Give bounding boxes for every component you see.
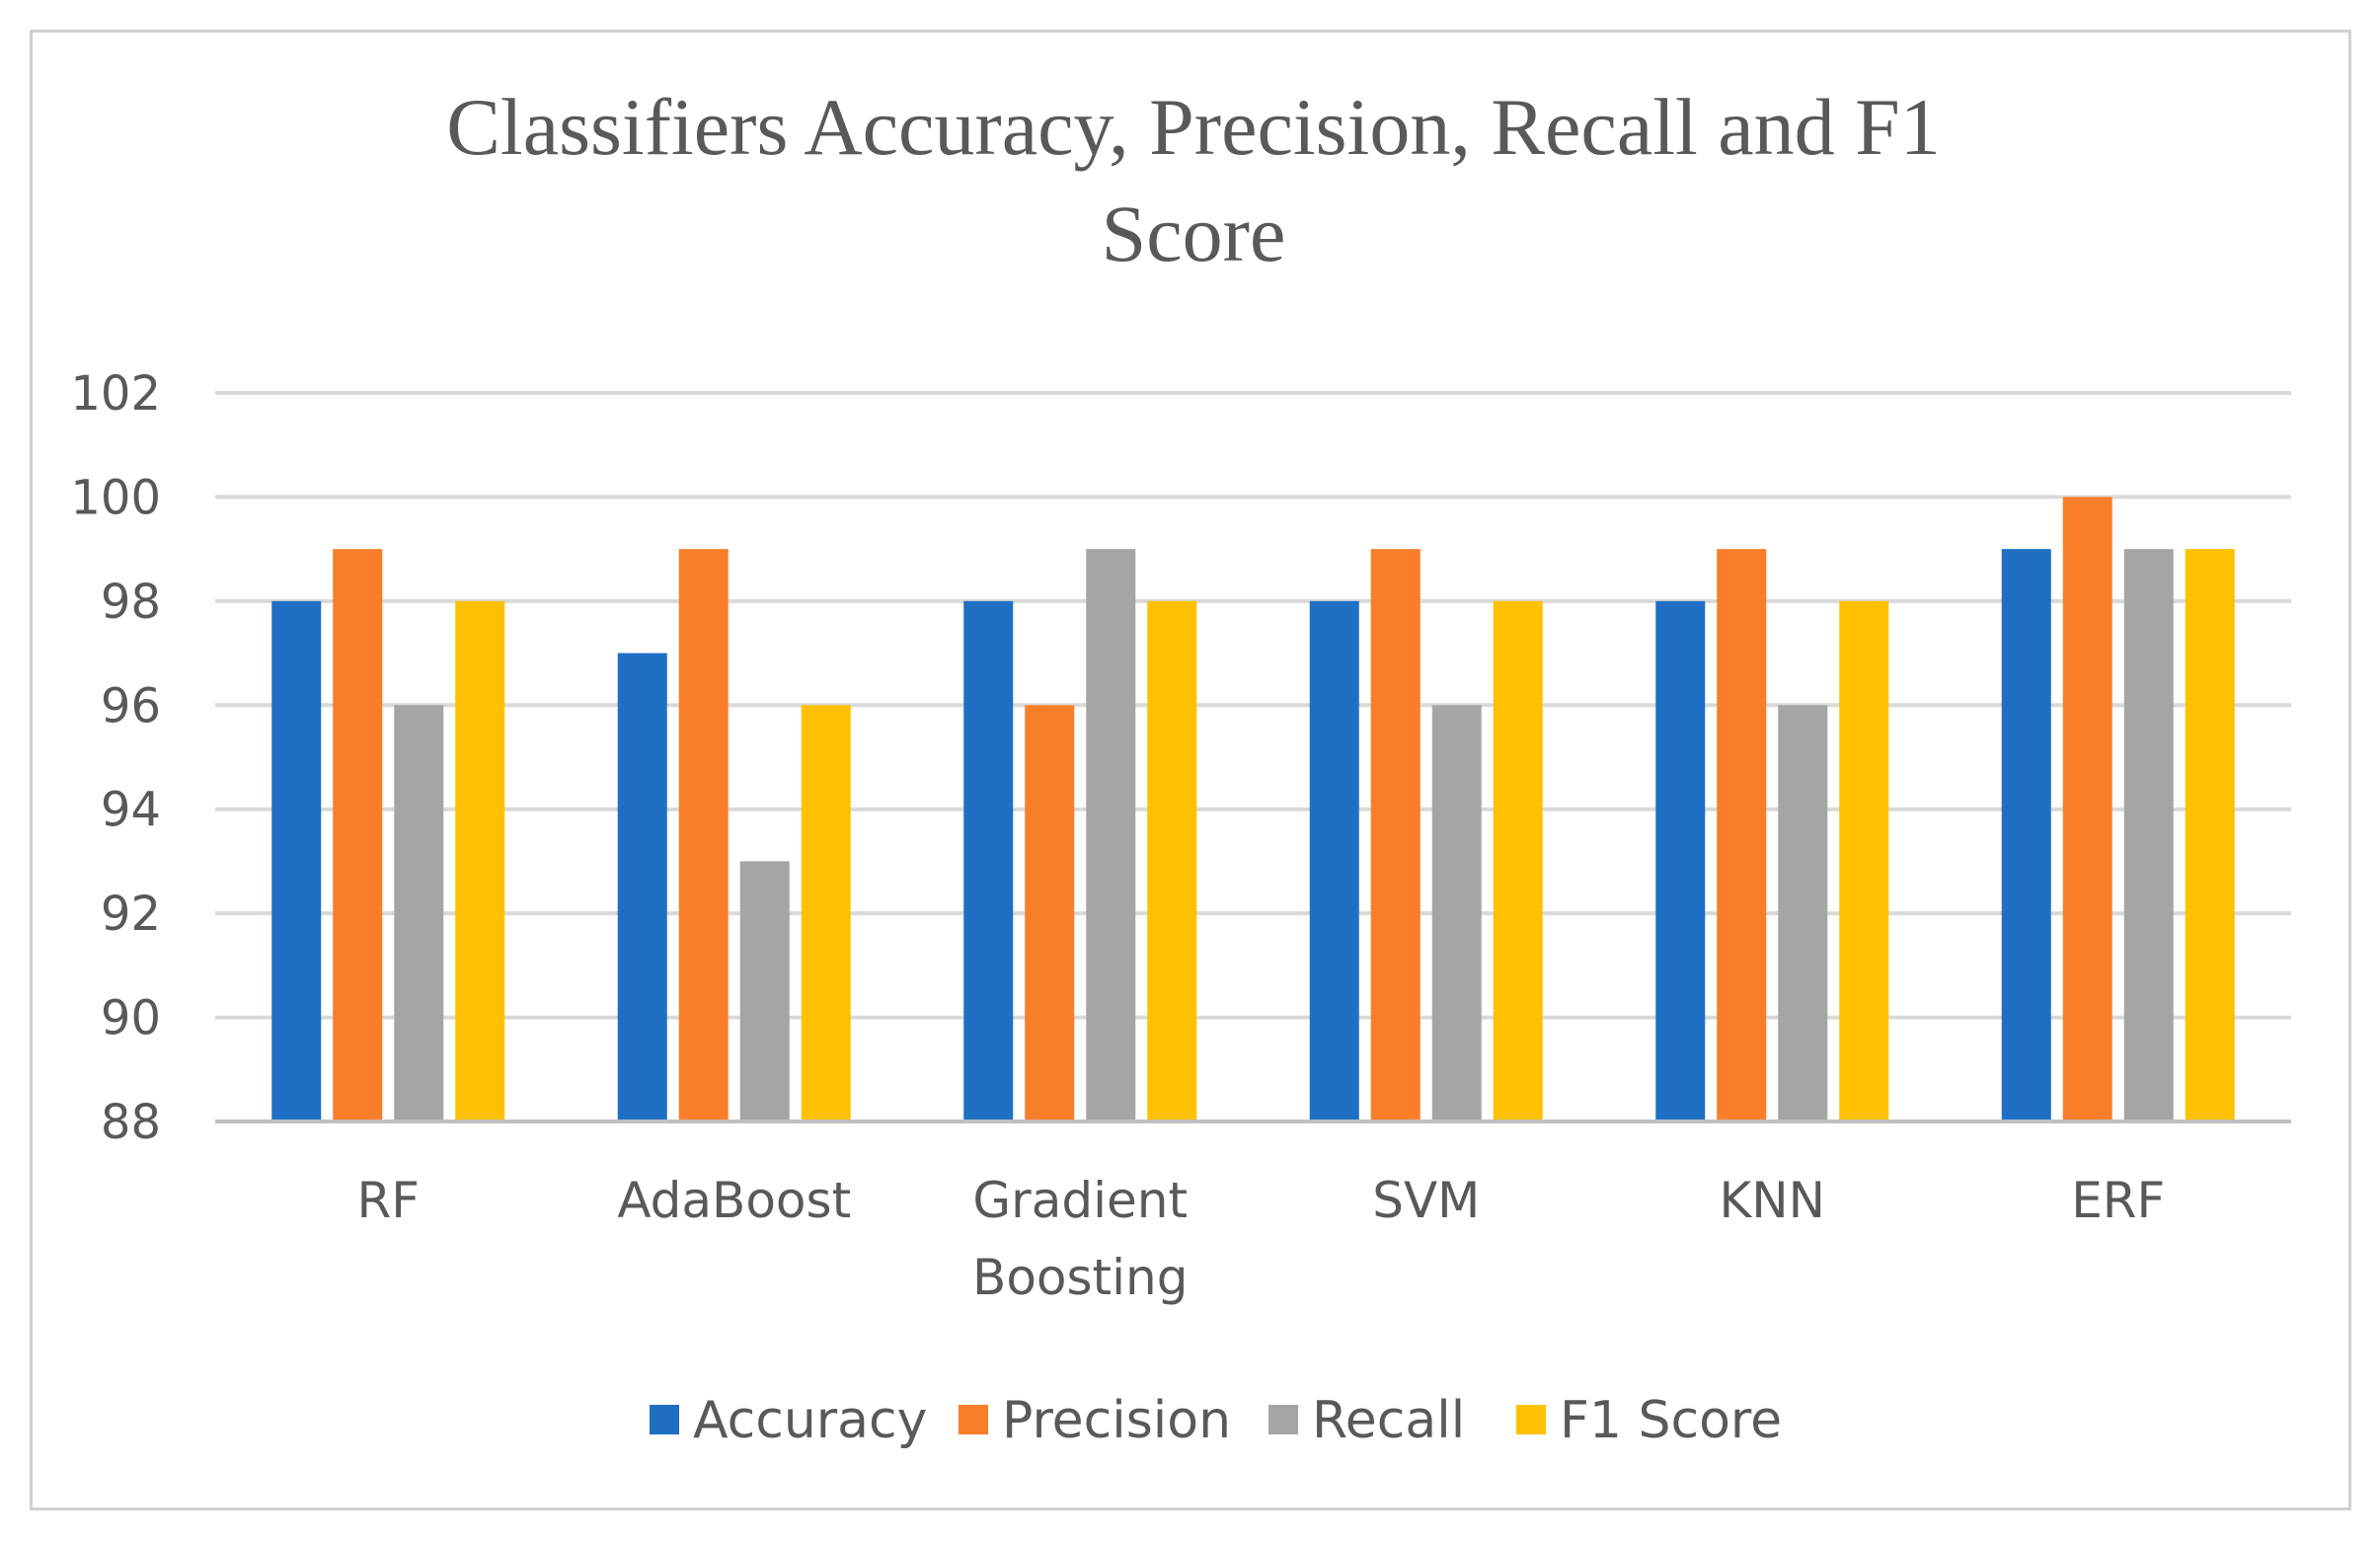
x-category-label-1: AdaBoost xyxy=(617,1172,851,1229)
bar-recall-0 xyxy=(394,705,444,1121)
bar-precision-2 xyxy=(1025,705,1075,1121)
bar-accuracy-2 xyxy=(963,600,1014,1121)
x-category-label-3: SVM xyxy=(1372,1172,1480,1229)
bar-recall-4 xyxy=(1778,705,1828,1121)
bar-recall-1 xyxy=(739,861,790,1121)
y-tick-label-98: 98 xyxy=(101,575,161,630)
y-tick-label-88: 88 xyxy=(101,1095,161,1150)
category-labels: RF AdaBoost Gradient Boosting SVM KNN ERF xyxy=(356,1172,2165,1306)
bar-precision-4 xyxy=(1717,549,1767,1121)
bar-f1-score-3 xyxy=(1493,600,1543,1121)
legend-swatch xyxy=(959,1405,988,1434)
x-category-label-5: ERF xyxy=(2071,1172,2165,1229)
chart-title-line-1: Classifiers Accuracy, Precision, Recall … xyxy=(446,82,1941,172)
legend-label: Recall xyxy=(1312,1391,1465,1450)
chart-title: Classifiers Accuracy, Precision, Recall … xyxy=(446,82,1941,278)
legend-label: Precision xyxy=(1002,1391,1231,1450)
x-category-label-2: Gradient Boosting xyxy=(972,1172,1188,1306)
bar-precision-0 xyxy=(333,549,383,1121)
y-tick-label-92: 92 xyxy=(101,887,161,942)
y-axis-ticks: 88 90 92 94 96 98 100 102 xyxy=(70,366,161,1150)
legend-item-f1-score: F1 Score xyxy=(1516,1391,1782,1450)
legend: Accuracy Precision Recall F1 Score xyxy=(650,1391,1782,1450)
y-tick-label-90: 90 xyxy=(101,991,161,1046)
legend-label: Accuracy xyxy=(693,1391,927,1450)
bar-f1-score-2 xyxy=(1147,600,1197,1121)
chart-frame: Classifiers Accuracy, Precision, Recall … xyxy=(30,30,2351,1510)
bar-f1-score-4 xyxy=(1839,600,1889,1121)
y-tick-label-102: 102 xyxy=(70,366,161,422)
bar-f1-score-1 xyxy=(801,705,851,1121)
bar-recall-3 xyxy=(1431,705,1482,1121)
chart-title-line-2: Score xyxy=(1102,189,1286,278)
bar-f1-score-0 xyxy=(455,600,505,1121)
legend-swatch xyxy=(650,1405,679,1434)
bar-precision-3 xyxy=(1370,549,1420,1121)
bar-accuracy-5 xyxy=(2001,549,2051,1121)
y-tick-label-96: 96 xyxy=(101,678,161,734)
x-category-label-0: RF xyxy=(356,1172,420,1229)
legend-swatch xyxy=(1268,1405,1298,1434)
bar-recall-2 xyxy=(1086,549,1136,1121)
legend-item-precision: Precision xyxy=(959,1391,1231,1450)
legend-item-recall: Recall xyxy=(1268,1391,1465,1450)
bar-accuracy-4 xyxy=(1655,600,1706,1121)
bar-precision-5 xyxy=(2062,497,2112,1121)
x-category-label-4: KNN xyxy=(1719,1172,1825,1229)
legend-label: F1 Score xyxy=(1560,1391,1782,1450)
y-tick-label-94: 94 xyxy=(101,783,161,838)
bar-accuracy-3 xyxy=(1309,600,1359,1121)
legend-item-accuracy: Accuracy xyxy=(650,1391,927,1450)
bar-f1-score-5 xyxy=(2185,549,2235,1121)
bar-recall-5 xyxy=(2123,549,2174,1121)
bar-accuracy-0 xyxy=(271,600,322,1121)
bars xyxy=(271,497,2235,1121)
y-tick-label-100: 100 xyxy=(70,470,161,525)
bar-chart: Classifiers Accuracy, Precision, Recall … xyxy=(70,82,2291,1450)
bar-accuracy-1 xyxy=(617,653,667,1121)
bar-precision-1 xyxy=(678,549,729,1121)
legend-swatch xyxy=(1516,1405,1546,1434)
gridlines xyxy=(215,391,2291,1020)
